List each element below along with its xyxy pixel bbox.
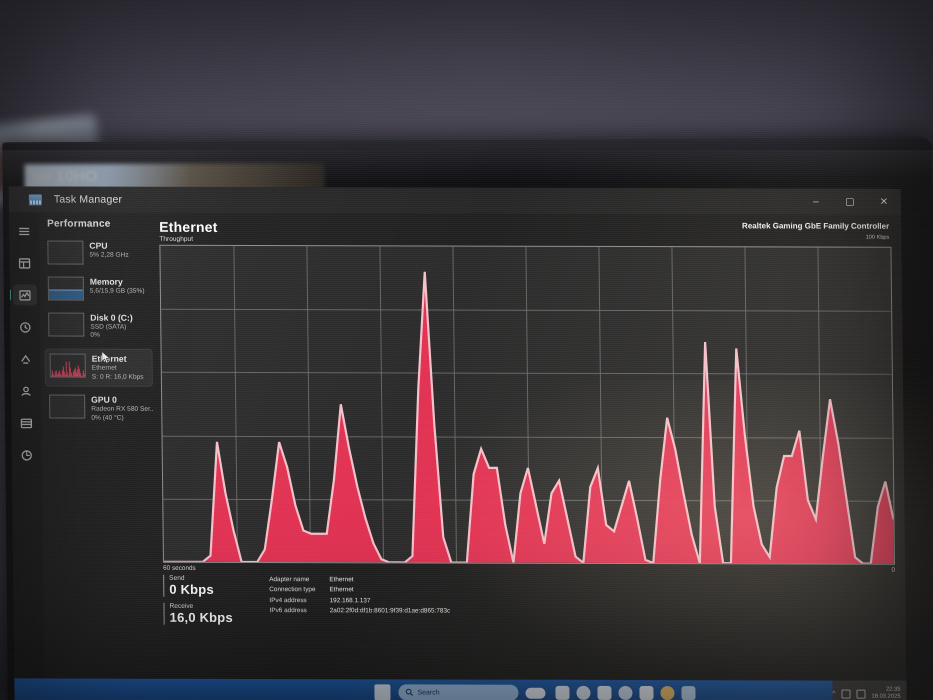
perf-item-line2: 0% — [90, 332, 100, 340]
volume-icon[interactable] — [856, 689, 866, 699]
app-icon[interactable] — [681, 686, 696, 700]
ethernet-mini-graph — [50, 355, 85, 377]
perf-item-name: Memory — [89, 276, 123, 287]
perf-item-name: CPU — [89, 240, 108, 251]
ethernet-stats: Send 0 Kbps Receive 16,0 Kbps Adapter na… — [163, 574, 896, 633]
processes-icon[interactable] — [12, 252, 36, 273]
background-window-text: ter 10HO — [32, 167, 98, 186]
axis-right-label: 0 — [891, 566, 896, 574]
axis-left-label: 60 seconds — [163, 564, 196, 572]
throughput-series — [160, 246, 895, 564]
ethernet-thumbnail — [49, 353, 86, 378]
perf-item-disk[interactable]: Disk 0 (C:) SSD (SATA) 0% — [44, 308, 152, 344]
weather-icon[interactable] — [660, 686, 675, 700]
throughput-line — [161, 271, 894, 564]
detail-keys: Adapter name Connection type IPv4 addres… — [269, 575, 316, 631]
graph-label: Throughput — [159, 235, 194, 243]
network-icon[interactable] — [841, 689, 851, 699]
detail-value: Ethernet — [329, 576, 354, 584]
maximize-button[interactable]: ▢ — [845, 196, 855, 208]
detail-value: 2a02:2f0d:df1b:8601:9f39:d1ae:d865:783c — [329, 607, 451, 615]
perf-item-name: Ethernet — [91, 353, 127, 364]
tray-clock[interactable]: 22:35 18.03.2025 — [871, 687, 900, 700]
start-button[interactable] — [374, 684, 391, 700]
file-explorer-icon[interactable] — [597, 685, 612, 700]
detail-value: Ethernet — [329, 586, 354, 594]
search-input[interactable]: Search — [398, 684, 519, 700]
task-manager-icon — [28, 193, 42, 205]
tray-date: 18.03.2025 — [871, 693, 901, 700]
perf-item-line1: Radeon RX 580 Ser... — [91, 405, 156, 413]
search-icon — [405, 688, 414, 696]
gpu-thumbnail — [49, 394, 86, 419]
adapter-details: Adapter name Connection type IPv4 addres… — [269, 575, 450, 631]
perf-item-line1: 5,6/15,9 GB (35%) — [89, 287, 145, 295]
throughput-chart-wrap — [159, 244, 896, 565]
windows-taskbar: Search ^ 22:35 — [14, 678, 907, 700]
throughput-area — [163, 271, 895, 564]
widgets-icon[interactable] — [525, 687, 546, 699]
send-block: Send 0 Kbps — [163, 574, 244, 598]
adapter-title: Realtek Gaming GbE Family Controller — [741, 221, 890, 231]
perf-item-cpu[interactable]: CPU 5% 2,28 GHz — [43, 237, 151, 269]
chrome-icon[interactable] — [618, 685, 633, 700]
close-button[interactable]: ✕ — [879, 196, 889, 208]
store-icon[interactable] — [639, 686, 654, 700]
detail-key: IPv4 address — [269, 596, 307, 604]
monitor-screen: Task Manager – ▢ ✕ Run new task ••• — [8, 186, 907, 700]
performance-list: Performance CPU 5% 2,28 GHz Memory — [39, 212, 157, 700]
services-icon[interactable] — [15, 444, 39, 465]
send-receive-block: Send 0 Kbps Receive 16,0 Kbps — [163, 574, 244, 631]
window-controls: – ▢ ✕ — [799, 188, 901, 214]
users-icon[interactable] — [14, 380, 38, 401]
hamburger-icon[interactable] — [12, 220, 36, 241]
ethernet-detail-panel: Ethernet Realtek Gaming GbE Family Contr… — [151, 212, 907, 700]
perf-item-gpu[interactable]: GPU 0 Radeon RX 580 Ser... 0% (40 °C) — [45, 391, 156, 427]
search-placeholder: Search — [417, 688, 440, 697]
system-tray: ^ 22:35 18.03.2025 — [832, 680, 907, 700]
performance-icon[interactable] — [12, 284, 38, 306]
monitor-bezel: ter 10HO Task Manager – ▢ ✕ Run new task… — [2, 137, 933, 700]
disk-thumbnail — [48, 312, 85, 337]
perf-item-line2: S: 0 R: 16,0 Kbps — [91, 373, 144, 381]
startup-apps-icon[interactable] — [14, 348, 38, 369]
chart-axis-labels: 60 seconds 0 — [163, 565, 895, 574]
perf-item-memory[interactable]: Memory 5,6/15,9 GB (35%) — [44, 272, 152, 304]
perf-item-line1: SSD (SATA) — [90, 323, 127, 331]
send-value: 0 Kbps — [169, 581, 214, 597]
performance-header: Performance — [47, 218, 111, 230]
perf-item-name: GPU 0 — [91, 394, 117, 405]
perf-item-line1: 5% 2,28 GHz — [89, 251, 129, 259]
perf-item-name: Disk 0 (C:) — [90, 312, 133, 323]
perf-item-line2: 0% (40 °C) — [91, 414, 124, 422]
detail-values: Ethernet Ethernet 192.168.1.137 2a02:2f0… — [329, 575, 450, 631]
chevron-up-icon[interactable]: ^ — [832, 690, 836, 698]
navigation-rail — [9, 212, 45, 700]
titlebar: Task Manager – ▢ ✕ — [8, 186, 902, 215]
minimize-button[interactable]: – — [813, 196, 819, 208]
ethernet-mini-bar — [83, 373, 85, 377]
details-icon[interactable] — [14, 412, 38, 433]
perf-item-ethernet[interactable]: Ethernet Ethernet S: 0 R: 16,0 Kbps — [44, 348, 153, 388]
app-history-icon[interactable] — [13, 316, 37, 337]
cpu-thumbnail — [47, 240, 84, 265]
window-title: Task Manager — [53, 193, 123, 206]
detail-value: 192.168.1.137 — [329, 596, 371, 605]
memory-thumbnail — [47, 276, 85, 301]
graph-scale-label: 100 Kbps — [865, 234, 890, 241]
task-manager-body: Performance CPU 5% 2,28 GHz Memory — [9, 212, 907, 700]
edge-icon[interactable] — [576, 685, 591, 700]
receive-block: Receive 16,0 Kbps — [163, 602, 244, 625]
detail-key: Adapter name — [269, 576, 310, 584]
throughput-chart — [159, 244, 896, 565]
receive-value: 16,0 Kbps — [169, 609, 233, 625]
detail-key: IPv6 address — [269, 607, 307, 615]
task-view-icon[interactable] — [555, 685, 570, 700]
detail-key: Connection type — [269, 586, 316, 594]
taskbar-icons — [555, 685, 696, 700]
perf-item-line1: Ethernet — [91, 364, 117, 372]
